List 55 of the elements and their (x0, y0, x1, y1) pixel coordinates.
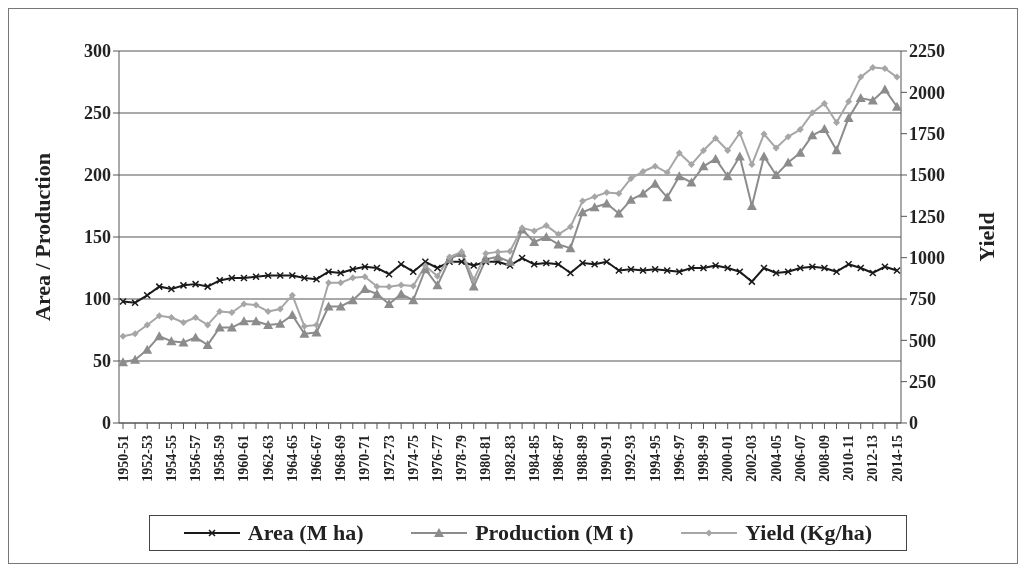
x-tick-label: 1986-87 (550, 435, 566, 482)
x-tick-label: 1952-53 (139, 435, 155, 482)
x-tick-label: 1972-73 (381, 435, 397, 482)
y2-tick-label: 500 (909, 330, 936, 351)
x-tick-label: 1960-61 (236, 435, 252, 482)
y-tick-label: 0 (102, 413, 111, 434)
x-tick-label: 1970-71 (357, 435, 373, 482)
y2-tick-label: 2000 (909, 82, 945, 103)
y2-tick-label: 250 (909, 372, 936, 393)
x-tick-label: 1956-57 (188, 435, 204, 482)
y2-tick-label: 1250 (909, 206, 945, 227)
x-tick-label: 1980-81 (478, 435, 494, 482)
x-tick-label: 1998-99 (696, 435, 711, 482)
x-tick-label: 2002-03 (744, 435, 760, 482)
x-tick-label: 1982-83 (502, 435, 518, 482)
y-tick-label: 250 (84, 103, 111, 124)
y2-tick-label: 0 (909, 413, 918, 434)
y2-tick-label: 1500 (909, 165, 945, 186)
y-tick-label: 50 (93, 351, 111, 372)
x-tick-label: 2006-07 (792, 435, 808, 482)
x-tick-label: 1968-69 (333, 435, 349, 482)
x-tick-label: 1990-91 (599, 435, 615, 482)
x-tick-label: 1988-89 (575, 435, 591, 482)
x-tick-label: 2004-05 (768, 435, 784, 482)
x-tick-label: 1954-55 (163, 435, 179, 482)
x-tick-label: 1996-97 (671, 435, 687, 482)
x-tick-label: 1964-65 (284, 435, 300, 482)
y2-tick-label: 750 (909, 289, 936, 310)
legend-label: Area (M ha) (247, 520, 364, 546)
x-tick-label: 1974-75 (405, 435, 421, 482)
legend-label: Production (M t) (475, 520, 634, 546)
y2-axis-title: Yield (973, 212, 999, 262)
x-tick-label: 1958-59 (212, 435, 228, 482)
x-tick-label: 1966-67 (309, 435, 324, 482)
y2-tick-label: 1000 (909, 248, 945, 269)
x-tick-label: 2014-15 (889, 435, 905, 482)
y-tick-label: 100 (84, 289, 111, 310)
x-tick-label: 1976-77 (429, 435, 445, 482)
y2-tick-label: 1750 (909, 124, 945, 145)
y2-tick-label: 2250 (909, 41, 945, 62)
x-tick-label: 2000-01 (720, 435, 736, 482)
y-tick-label: 150 (84, 227, 111, 248)
x-tick-label: 2008-09 (816, 435, 832, 482)
x-tick-label: 1978-79 (454, 435, 470, 482)
x-tick-label: 1962-63 (260, 435, 276, 482)
y-tick-label: 200 (84, 165, 111, 186)
x-tick-label: 2012-13 (865, 435, 881, 482)
x-tick-label: 2010-11 (841, 435, 857, 481)
y-axis-title: Area / Production (29, 153, 55, 321)
x-tick-label: 1992-93 (623, 435, 639, 482)
y-tick-label: 300 (84, 41, 111, 62)
x-tick-label: 1984-85 (526, 435, 542, 482)
x-tick-label: 1994-95 (647, 435, 663, 482)
legend-label: Yield (Kg/ha) (745, 520, 873, 546)
x-tick-label: 1950-51 (115, 435, 131, 482)
